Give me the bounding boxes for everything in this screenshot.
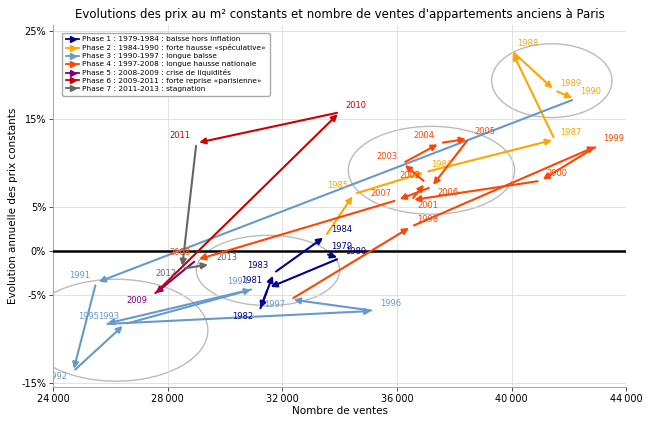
Text: 1992: 1992 [46, 372, 68, 381]
Text: 1987: 1987 [561, 128, 582, 137]
Text: 2004: 2004 [413, 131, 434, 140]
Text: 2011: 2011 [170, 131, 191, 140]
Title: Evolutions des prix au m² constants et nombre de ventes d'appartements anciens à: Evolutions des prix au m² constants et n… [75, 8, 605, 21]
Text: 2010: 2010 [346, 100, 367, 110]
Text: 2013: 2013 [216, 253, 238, 262]
Text: 2001: 2001 [417, 201, 438, 210]
Text: 2009: 2009 [127, 296, 148, 305]
X-axis label: Nombre de ventes: Nombre de ventes [292, 406, 388, 416]
Text: 1982: 1982 [232, 312, 254, 321]
Text: 1997: 1997 [264, 300, 285, 309]
Text: 2005: 2005 [475, 127, 495, 136]
Text: 1983: 1983 [247, 262, 268, 271]
Text: 1985: 1985 [327, 181, 348, 190]
Text: 1986: 1986 [432, 160, 452, 170]
Text: 1991: 1991 [69, 271, 90, 280]
Text: 1979: 1979 [331, 242, 352, 251]
Text: 1995: 1995 [78, 312, 99, 321]
Text: 1996: 1996 [380, 299, 401, 308]
Text: 2006: 2006 [437, 188, 458, 197]
Text: 1998: 1998 [417, 215, 438, 224]
Text: 2012: 2012 [156, 269, 176, 279]
Legend: Phase 1 : 1979-1984 : baisse hors inflation, Phase 2 : 1984-1990 : forte hausse : Phase 1 : 1979-1984 : baisse hors inflat… [62, 33, 270, 96]
Text: 1984: 1984 [331, 225, 352, 234]
Text: 1994: 1994 [227, 277, 248, 286]
Text: 1993: 1993 [98, 312, 119, 321]
Text: 1999: 1999 [603, 134, 624, 143]
Text: 2002: 2002 [399, 171, 420, 180]
Text: 1980: 1980 [346, 246, 367, 256]
Text: 1981: 1981 [241, 276, 262, 285]
Text: 2000: 2000 [546, 169, 567, 178]
Text: 2008: 2008 [169, 248, 191, 257]
Text: 1990: 1990 [581, 87, 602, 96]
Text: 2003: 2003 [376, 152, 397, 161]
Text: 2007: 2007 [370, 189, 391, 198]
Text: 1989: 1989 [561, 79, 581, 88]
Y-axis label: Evolution annuelle des prix constants: Evolution annuelle des prix constants [8, 108, 18, 304]
Text: 1988: 1988 [518, 39, 538, 48]
